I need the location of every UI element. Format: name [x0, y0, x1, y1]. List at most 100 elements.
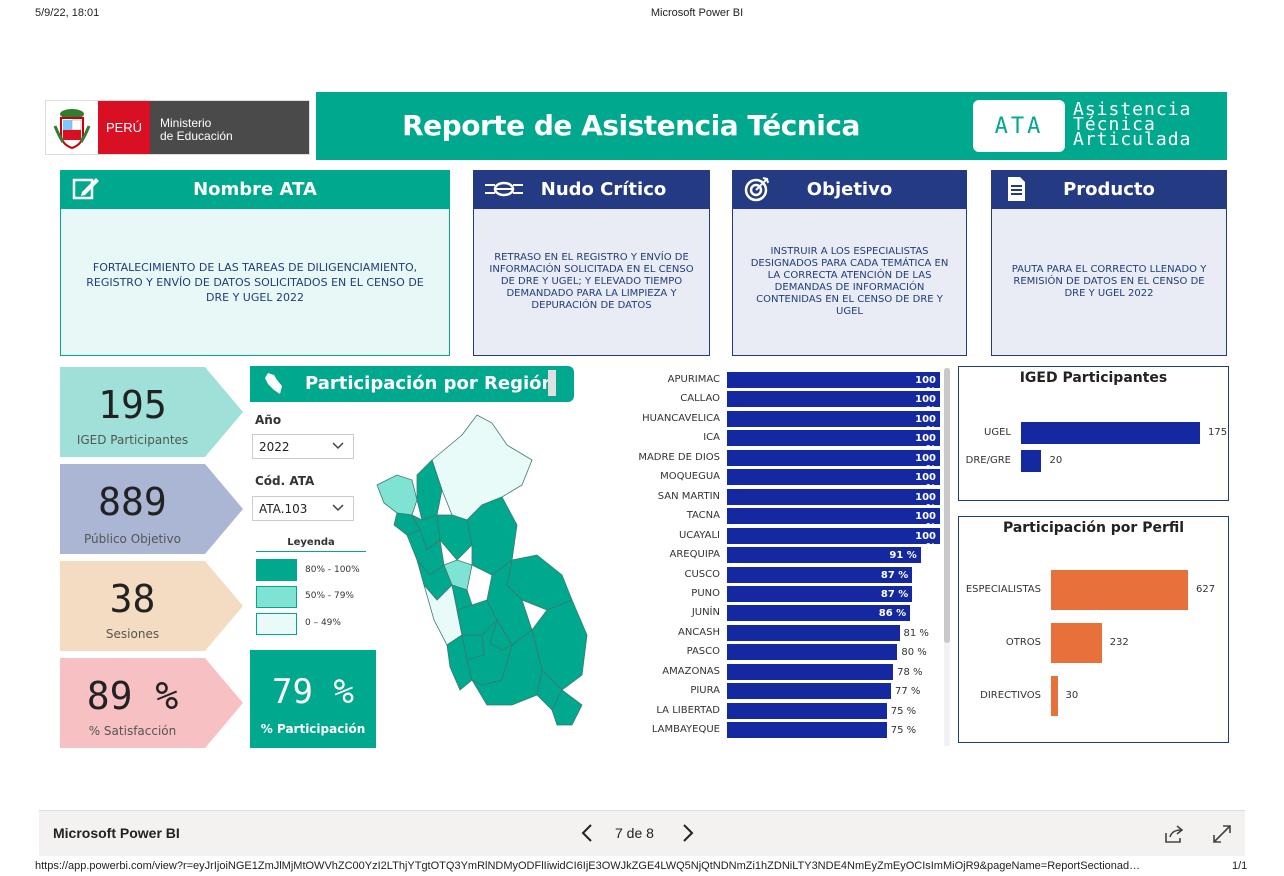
region-bar[interactable] — [727, 527, 940, 544]
region-bar[interactable] — [727, 702, 887, 719]
report-header: Reporte de Asistencia Técnica ATA Asiste… — [316, 92, 1227, 160]
kpi-arrow-shape — [60, 658, 243, 748]
report-title: Reporte de Asistencia Técnica — [402, 109, 860, 142]
panel-title: Participación por Perfil — [1002, 520, 1185, 536]
kpi-arrow-shape — [60, 561, 243, 651]
legend-label-low: 0 – 49% — [305, 618, 341, 628]
region-bar[interactable] — [727, 469, 940, 486]
map-region-loreto — [431, 414, 533, 521]
panel-marker — [548, 370, 556, 396]
region-bar[interactable] — [727, 430, 940, 447]
participacion-perfil-panel: Participación por Perfil ESPECIALISTAS 62… — [958, 516, 1229, 743]
scrollbar-track[interactable] — [944, 368, 950, 746]
year-dropdown-value: 2022 — [259, 440, 290, 454]
region-bar[interactable] — [727, 585, 913, 602]
region-bar[interactable] — [727, 488, 940, 505]
code-dropdown[interactable]: ATA.103 — [252, 496, 354, 521]
kpi-value: 38 — [109, 577, 156, 621]
code-dropdown-value: ATA.103 — [259, 502, 308, 516]
year-filter-label: Año — [255, 413, 282, 427]
region-bar[interactable] — [727, 605, 911, 622]
target-icon — [744, 176, 772, 202]
kpi-arrow-shape — [60, 464, 243, 554]
ata-line1: Asistencia — [1073, 99, 1192, 120]
kpi-arrow-shape — [60, 367, 243, 457]
iged-participantes-panel: IGED Participantes UGEL 175 DRE/GRE 20 — [958, 366, 1229, 501]
region-bar-category: LA LIBERTAD — [656, 704, 720, 716]
region-bar-value: 86 % — [878, 608, 907, 620]
kpi-value: 195 — [98, 383, 167, 427]
card-title: Objetivo — [806, 178, 893, 200]
kpi-publico-objetivo: 889 Público Objetivo — [60, 464, 243, 554]
card-nudo-critico-header: Nudo Crítico — [473, 170, 710, 208]
panel-bar[interactable] — [1051, 676, 1058, 716]
region-bar[interactable] — [727, 644, 898, 661]
scrollbar-thumb[interactable] — [944, 368, 950, 643]
region-panel-header: Participación por Región — [250, 366, 574, 402]
panel-bar-value: 20 — [1049, 455, 1063, 466]
map-region-apurimac — [489, 619, 513, 651]
card-title: Nudo Crítico — [540, 178, 667, 200]
participation-value: 79 % — [272, 672, 354, 712]
kpi-iged-participantes: 195 IGED Participantes — [60, 367, 243, 457]
panel-bar[interactable] — [1021, 450, 1042, 472]
print-title: Microsoft Power BI — [650, 7, 744, 19]
panel-bar[interactable] — [1051, 623, 1102, 663]
chevron-down-icon — [331, 501, 345, 518]
region-panel-title: Participación por Región — [305, 373, 555, 394]
region-bar[interactable] — [727, 624, 900, 641]
kpi-sesiones: 38 Sesiones — [60, 561, 243, 651]
year-dropdown[interactable]: 2022 — [252, 434, 354, 459]
region-bar-value: 87 % — [880, 569, 909, 581]
document-icon — [1003, 176, 1031, 202]
region-bar[interactable] — [727, 391, 940, 408]
panel-bar[interactable] — [1021, 422, 1200, 444]
share-icon[interactable] — [1163, 823, 1185, 849]
region-bar-category: AREQUIPA — [669, 549, 720, 561]
panel-bar-value: 175 — [1208, 427, 1228, 438]
map-region-arequipa — [470, 629, 543, 706]
panel-bar-value: 30 — [1065, 690, 1079, 701]
legend-label-high: 80% - 100% — [305, 565, 360, 575]
code-filter-label: Cód. ATA — [255, 474, 315, 488]
region-bar[interactable] — [727, 449, 940, 466]
kpi-label: % Satisfacción — [88, 724, 177, 738]
previous-page-icon[interactable] — [579, 822, 595, 848]
region-bar-category: MADRE DE DIOS — [638, 451, 720, 463]
card-title: Producto — [1063, 178, 1155, 200]
print-datetime: 5/9/22, 18:01 — [35, 7, 100, 19]
region-bar[interactable] — [727, 410, 940, 427]
participation-label: % Participación — [260, 722, 366, 736]
region-bar-value: 81 % — [903, 627, 929, 639]
region-bar[interactable] — [727, 566, 913, 583]
region-bar[interactable] — [727, 683, 891, 700]
peru-region-map[interactable] — [372, 405, 604, 745]
kpi-label: Público Objetivo — [84, 532, 181, 546]
region-bar[interactable] — [727, 372, 940, 388]
powerbi-footer-bar: Microsoft Power BI 7 de 8 — [39, 810, 1245, 856]
region-bar[interactable] — [727, 722, 887, 739]
region-bar-category: HUANCAVELICA — [642, 412, 720, 424]
panel-bar-category: DRE/GRE — [965, 455, 1011, 466]
ministry-logo: PERÚ Ministerio de Educación — [45, 100, 310, 155]
region-bar-category: UCAYALI — [678, 529, 720, 541]
region-bar[interactable] — [727, 547, 921, 564]
region-bar-category: PUNO — [691, 587, 720, 599]
ata-wordmark: Asistencia Técnica Articulada — [1073, 99, 1192, 149]
panel-title: IGED Participantes — [1019, 370, 1168, 386]
next-page-icon[interactable] — [680, 822, 696, 848]
fullscreen-icon[interactable] — [1211, 823, 1233, 849]
powerbi-brand[interactable]: Microsoft Power BI — [53, 825, 180, 841]
region-bar-category: CALLAO — [680, 393, 720, 405]
region-bar[interactable] — [727, 663, 894, 680]
panel-bar-category: UGEL — [984, 427, 1011, 438]
panel-bar[interactable] — [1051, 570, 1188, 610]
legend-title: Leyenda — [256, 537, 366, 552]
region-bar[interactable] — [727, 508, 940, 525]
peru-label: PERÚ — [98, 101, 150, 154]
map-region-tacna — [551, 689, 583, 726]
panel-bar-category: ESPECIALISTAS — [965, 584, 1041, 595]
print-url: https://app.powerbi.com/view?r=eyJrIjoiN… — [35, 860, 1141, 872]
kpi-label: Sesiones — [105, 627, 160, 641]
chevron-down-icon — [331, 439, 345, 456]
